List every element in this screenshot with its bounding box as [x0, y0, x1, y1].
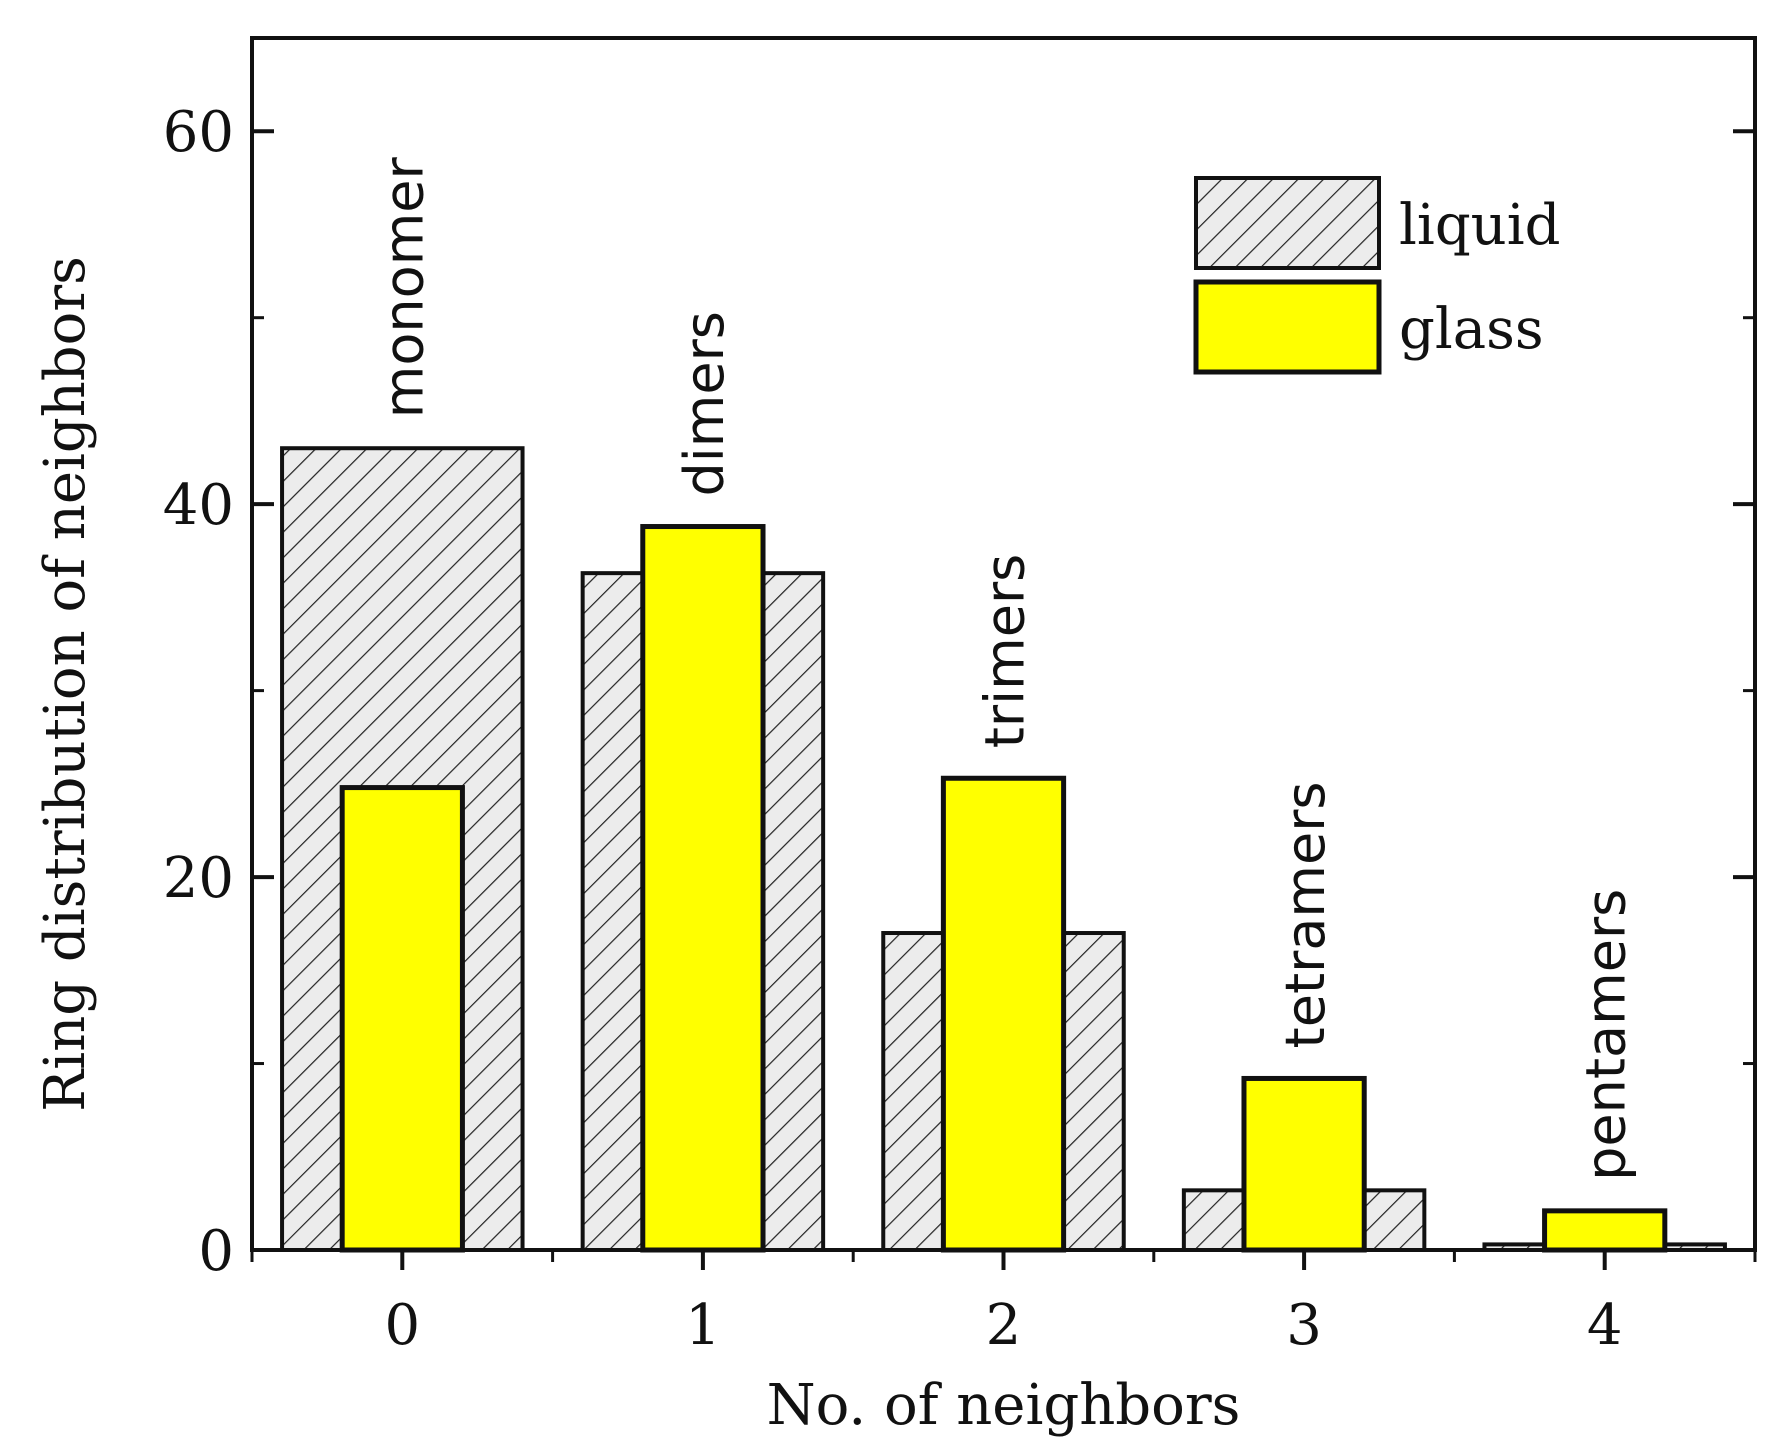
glass-bar-3 [1241, 1075, 1367, 1253]
legend-swatch-liquid [1194, 176, 1381, 270]
x-tick-label-3: 3 [1286, 1293, 1322, 1358]
legend: liquid glass [1193, 176, 1561, 375]
annotation-pentamers: pentamers [1575, 889, 1638, 1181]
bar-annotations: monomer dimers trimers tetramers pentamers [372, 156, 1637, 1180]
x-axis-title: No. of neighbors [767, 1373, 1241, 1438]
glass-bar-1 [640, 524, 766, 1253]
glass-bar-2 [940, 775, 1067, 1253]
y-axis-title: Ring distribution of neighbors [33, 256, 98, 1112]
x-tick-label-4: 4 [1587, 1293, 1623, 1358]
axes: 0 20 40 60 0 1 2 3 4 [163, 36, 1757, 1358]
legend-label-glass: glass [1399, 297, 1544, 362]
glass-bar-0 [339, 785, 465, 1253]
annotation-monomer: monomer [372, 156, 435, 418]
y-tick-label-40: 40 [163, 473, 234, 538]
legend-swatch-glass [1193, 279, 1382, 375]
y-tick-label-20: 20 [163, 846, 234, 911]
x-tick-label-1: 1 [685, 1293, 721, 1358]
glass-series [339, 524, 1668, 1253]
y-tick-label-60: 60 [163, 100, 234, 165]
y-tick-label-0: 0 [198, 1219, 234, 1284]
legend-label-liquid: liquid [1399, 193, 1561, 258]
x-tick-label-0: 0 [384, 1293, 420, 1358]
x-tick-label-2: 2 [986, 1293, 1022, 1358]
annotation-dimers: dimers [673, 311, 736, 496]
annotation-trimers: trimers [974, 554, 1037, 749]
glass-bar-4 [1542, 1208, 1668, 1253]
annotation-tetramers: tetramers [1274, 781, 1337, 1048]
